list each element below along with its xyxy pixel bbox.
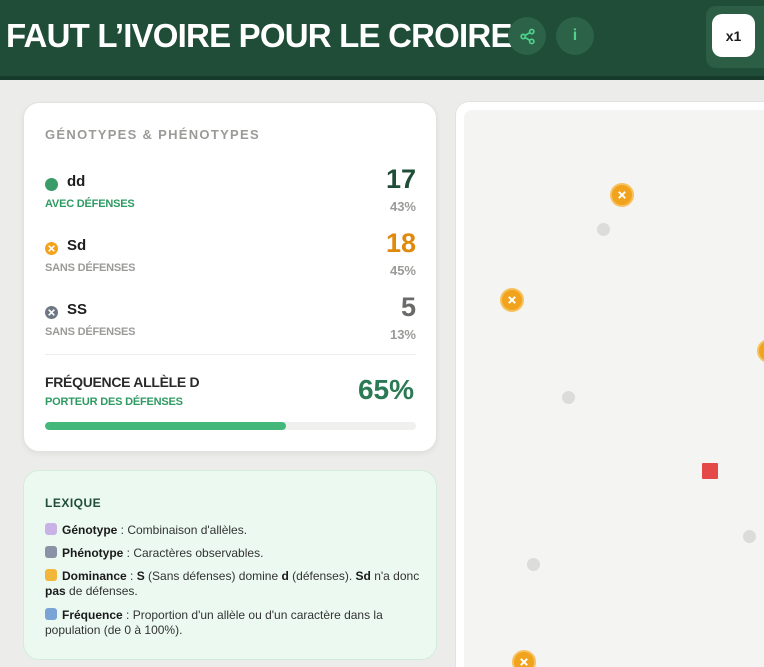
info-icon: i <box>572 27 578 44</box>
x-icon <box>45 306 58 319</box>
elephant-dot[interactable] <box>743 530 756 543</box>
lexicon-text: n'a donc <box>370 569 420 583</box>
share-button[interactable] <box>508 17 546 55</box>
crown-icon <box>45 569 57 581</box>
lexicon-text-bold: S <box>136 569 145 583</box>
elephant-sd[interactable] <box>610 183 634 207</box>
divider <box>45 354 416 355</box>
stats-row-sd: Sd SANS DÉFENSES 18 45% <box>45 228 416 284</box>
genotype-percent: 43% <box>389 199 416 214</box>
lexicon-text: : <box>126 569 137 583</box>
poacher-marker[interactable] <box>702 463 718 479</box>
allele-frequency-bar <box>45 422 416 430</box>
elephant-sd[interactable] <box>500 288 524 312</box>
lexicon-definition: : Proportion d'un allèle ou d'un caractè… <box>45 608 383 637</box>
allele-frequency-fill <box>45 422 287 430</box>
stats-title: GÉNOTYPES & PHÉNOTYPES <box>45 127 260 142</box>
genotype-stats-card: GÉNOTYPES & PHÉNOTYPES dd AVEC DÉFENSES … <box>23 102 437 452</box>
phenotype-label: SANS DÉFENSES <box>45 326 136 338</box>
lexicon-term: Dominance <box>62 569 127 583</box>
elephant-sd[interactable] <box>512 650 536 667</box>
genotype-label: dd <box>67 173 86 190</box>
genotype-label: Sd <box>67 237 87 254</box>
simulation-canvas[interactable] <box>464 110 764 667</box>
lexicon-text: (défenses). <box>288 569 356 583</box>
lexicon-text-bold: d <box>281 569 289 583</box>
stats-row-dd: dd AVEC DÉFENSES 17 43% <box>45 164 416 220</box>
page-title: FAUT L’IVOIRE POUR LE CROIRE <box>6 17 512 54</box>
circle-icon <box>45 178 58 191</box>
genotype-count: 18 <box>385 228 416 258</box>
lexicon-item-dominance: Dominance : S (Sans défenses) domine d (… <box>45 569 425 599</box>
elephant-dot[interactable] <box>527 558 540 571</box>
lexicon-text: de défenses. <box>65 584 138 598</box>
allele-frequency-value: 65% <box>357 374 414 405</box>
stats-row-ss: SS SANS DÉFENSES 5 13% <box>45 292 416 348</box>
phenotype-label: AVEC DÉFENSES <box>45 198 135 210</box>
chart-icon <box>45 608 57 620</box>
genotype-percent: 45% <box>389 263 416 278</box>
lexicon-card: LEXIQUE Génotype : Combinaison d'allèles… <box>23 470 437 660</box>
elephant-dot[interactable] <box>597 223 610 236</box>
allele-frequency-label: FRÉQUENCE ALLÈLE D <box>45 374 200 390</box>
genotype-count: 17 <box>385 164 416 194</box>
dna-icon <box>45 523 57 535</box>
lexicon-definition: : Combinaison d'allèles. <box>117 523 248 537</box>
lexicon-text-bold: Sd <box>355 569 371 583</box>
lexicon-text-bold: pas <box>45 584 66 598</box>
phenotype-label: SANS DÉFENSES <box>45 262 136 274</box>
lexicon-text: (Sans défenses) domine <box>144 569 282 583</box>
share-icon <box>519 28 535 44</box>
elephant-dot[interactable] <box>562 391 575 404</box>
lexicon-term: Phénotype <box>62 546 124 560</box>
info-button[interactable]: i <box>556 17 594 55</box>
genotype-percent: 13% <box>389 327 416 342</box>
header-bar: FAUT L’IVOIRE POUR LE CROIRE i x1 <box>0 0 764 80</box>
lexicon-item-frequency: Fréquence : Proportion d'un allèle ou d'… <box>45 608 425 638</box>
lexicon-term: Fréquence <box>62 608 123 622</box>
genotype-count: 5 <box>400 292 416 322</box>
lexicon-item-phenotype: Phénotype : Caractères observables. <box>45 546 425 561</box>
elephant-sd[interactable] <box>757 339 764 363</box>
lexicon-definition: : Caractères observables. <box>123 546 264 560</box>
speed-button[interactable]: x1 <box>712 14 755 57</box>
elephant-icon <box>45 546 57 558</box>
x-icon <box>45 242 58 255</box>
allele-frequency-sub: PORTEUR DES DÉFENSES <box>45 396 183 408</box>
lexicon-term: Génotype <box>62 523 118 537</box>
genotype-label: SS <box>67 301 88 318</box>
lexicon-item-genotype: Génotype : Combinaison d'allèles. <box>45 523 425 538</box>
lexicon-title: LEXIQUE <box>45 496 102 510</box>
simulation-panel <box>455 101 764 667</box>
